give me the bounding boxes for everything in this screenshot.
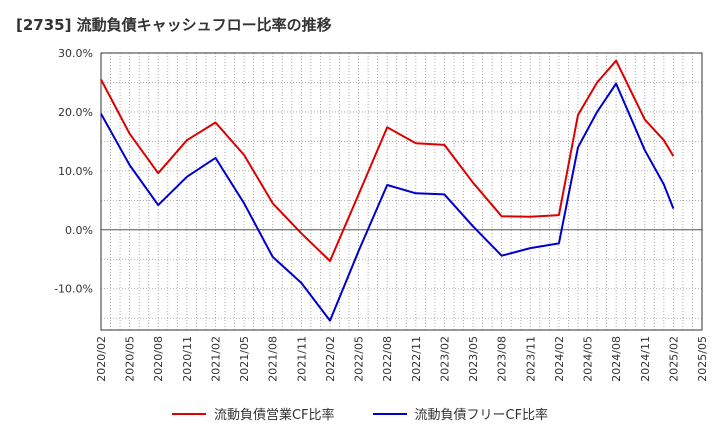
x-tick-label: 2025/02 <box>667 336 680 382</box>
x-tick-label: 2020/08 <box>152 336 165 382</box>
x-tick-label: 2021/11 <box>295 336 308 382</box>
x-tick-label: 2020/02 <box>95 336 108 382</box>
x-tick-label: 2023/11 <box>524 336 537 382</box>
x-tick-label: 2022/08 <box>381 336 394 382</box>
legend: 流動負債営業CF比率 流動負債フリーCF比率 <box>0 404 720 423</box>
legend-label-operating-cf: 流動負債営業CF比率 <box>213 408 335 423</box>
x-tick-label: 2022/02 <box>324 336 337 382</box>
x-tick-label: 2023/08 <box>496 336 509 382</box>
legend-item-free-cf: 流動負債フリーCF比率 <box>372 404 549 423</box>
x-tick-label: 2020/11 <box>181 336 194 382</box>
y-tick-label: 10.0% <box>58 165 93 178</box>
y-tick-label: 30.0% <box>58 47 93 60</box>
x-tick-label: 2022/05 <box>353 336 366 382</box>
x-tick-label: 2024/05 <box>582 336 595 382</box>
y-tick-label: -10.0% <box>54 283 93 296</box>
x-tick-label: 2021/05 <box>238 336 251 382</box>
y-tick-label: 0.0% <box>65 224 93 237</box>
x-tick-label: 2021/08 <box>267 336 280 382</box>
series-layer <box>100 59 675 322</box>
legend-label-free-cf: 流動負債フリーCF比率 <box>414 408 549 423</box>
x-tick-label: 2024/02 <box>553 336 566 382</box>
legend-item-operating-cf: 流動負債営業CF比率 <box>171 404 335 423</box>
y-tick-label: 20.0% <box>58 106 93 119</box>
x-tick-label: 2024/11 <box>639 336 652 382</box>
x-tick-label: 2022/11 <box>410 336 423 382</box>
axis-layer <box>100 52 703 331</box>
chart-title: [2735] 流動負債キャッシュフロー比率の推移 <box>16 16 332 34</box>
x-tick-label: 2023/02 <box>438 336 451 382</box>
plot-frame <box>100 52 703 331</box>
legend-swatch-red <box>171 412 206 415</box>
series-line-operating-cf <box>100 59 675 262</box>
x-tick-label: 2025/05 <box>696 336 709 382</box>
grid-layer <box>101 53 702 330</box>
legend-swatch-blue <box>372 412 407 415</box>
x-tick-label: 2023/05 <box>467 336 480 382</box>
series-line-free-cf <box>100 82 675 322</box>
tick-layer: 30.0% 20.0% 10.0% 0.0% -10.0% 2020/02 2020/05 2… <box>54 47 709 382</box>
x-tick-label: 2021/02 <box>209 336 222 382</box>
x-tick-label: 2024/08 <box>610 336 623 382</box>
x-tick-label: 2020/05 <box>124 336 137 382</box>
